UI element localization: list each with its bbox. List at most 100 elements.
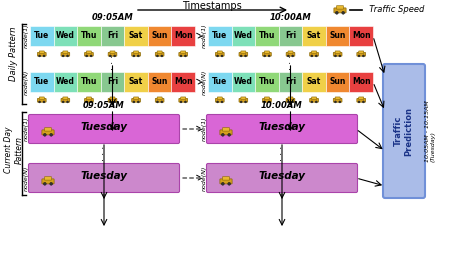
FancyBboxPatch shape bbox=[359, 51, 364, 54]
Circle shape bbox=[221, 101, 223, 103]
Text: Wed: Wed bbox=[56, 78, 75, 87]
Text: · · ·: · · · bbox=[99, 146, 109, 161]
Text: Mon: Mon bbox=[352, 78, 371, 87]
FancyBboxPatch shape bbox=[134, 97, 139, 100]
FancyBboxPatch shape bbox=[336, 6, 344, 9]
FancyBboxPatch shape bbox=[326, 26, 349, 46]
FancyBboxPatch shape bbox=[132, 52, 140, 56]
Circle shape bbox=[311, 55, 313, 57]
FancyBboxPatch shape bbox=[155, 98, 164, 102]
FancyBboxPatch shape bbox=[255, 72, 279, 92]
FancyBboxPatch shape bbox=[54, 72, 77, 92]
FancyBboxPatch shape bbox=[286, 52, 295, 56]
FancyBboxPatch shape bbox=[77, 72, 101, 92]
Text: 10:00AM: 10:00AM bbox=[261, 101, 303, 110]
Text: Thu: Thu bbox=[259, 31, 275, 40]
FancyBboxPatch shape bbox=[30, 26, 54, 46]
FancyBboxPatch shape bbox=[44, 128, 51, 131]
FancyBboxPatch shape bbox=[208, 72, 231, 92]
FancyBboxPatch shape bbox=[215, 98, 224, 102]
Circle shape bbox=[62, 101, 64, 103]
FancyBboxPatch shape bbox=[171, 26, 195, 46]
FancyBboxPatch shape bbox=[264, 51, 269, 54]
FancyBboxPatch shape bbox=[217, 51, 222, 54]
Circle shape bbox=[161, 101, 163, 103]
Circle shape bbox=[133, 55, 135, 57]
Text: Mon: Mon bbox=[352, 31, 371, 40]
Circle shape bbox=[287, 101, 289, 103]
Text: Tuesday: Tuesday bbox=[259, 171, 305, 181]
FancyBboxPatch shape bbox=[359, 97, 364, 100]
FancyBboxPatch shape bbox=[54, 26, 77, 46]
Circle shape bbox=[43, 101, 45, 103]
FancyBboxPatch shape bbox=[108, 98, 117, 102]
Circle shape bbox=[315, 101, 317, 103]
Circle shape bbox=[334, 101, 336, 103]
Circle shape bbox=[86, 55, 88, 57]
FancyBboxPatch shape bbox=[77, 26, 101, 46]
FancyBboxPatch shape bbox=[264, 97, 269, 100]
FancyBboxPatch shape bbox=[39, 97, 44, 100]
FancyBboxPatch shape bbox=[29, 115, 180, 144]
Text: Sun: Sun bbox=[329, 78, 346, 87]
Text: Timestamps: Timestamps bbox=[182, 1, 242, 11]
FancyBboxPatch shape bbox=[85, 98, 93, 102]
Circle shape bbox=[334, 55, 336, 57]
Text: Mon: Mon bbox=[174, 78, 193, 87]
FancyBboxPatch shape bbox=[207, 163, 358, 192]
Circle shape bbox=[292, 101, 294, 103]
Text: Fri: Fri bbox=[107, 31, 118, 40]
FancyBboxPatch shape bbox=[157, 97, 162, 100]
FancyBboxPatch shape bbox=[288, 51, 293, 54]
Text: · · ·: · · · bbox=[277, 146, 287, 161]
FancyBboxPatch shape bbox=[63, 51, 68, 54]
FancyBboxPatch shape bbox=[86, 51, 91, 54]
Circle shape bbox=[339, 101, 341, 103]
Circle shape bbox=[50, 133, 53, 136]
FancyBboxPatch shape bbox=[63, 97, 68, 100]
Circle shape bbox=[335, 11, 338, 14]
FancyBboxPatch shape bbox=[101, 72, 124, 92]
Circle shape bbox=[244, 55, 247, 57]
Circle shape bbox=[228, 182, 231, 185]
FancyBboxPatch shape bbox=[310, 52, 318, 56]
FancyBboxPatch shape bbox=[239, 98, 248, 102]
Circle shape bbox=[221, 182, 224, 185]
FancyBboxPatch shape bbox=[110, 51, 115, 54]
Text: 10:05AM - 10:15AM
(Tuesday): 10:05AM - 10:15AM (Tuesday) bbox=[425, 100, 436, 162]
FancyBboxPatch shape bbox=[241, 51, 246, 54]
Circle shape bbox=[358, 101, 360, 103]
Circle shape bbox=[292, 55, 294, 57]
Circle shape bbox=[109, 55, 111, 57]
FancyBboxPatch shape bbox=[37, 52, 46, 56]
FancyBboxPatch shape bbox=[207, 115, 358, 144]
Circle shape bbox=[240, 55, 242, 57]
FancyBboxPatch shape bbox=[39, 51, 44, 54]
Circle shape bbox=[180, 55, 182, 57]
Text: Traffic
Prediction: Traffic Prediction bbox=[394, 106, 413, 155]
FancyBboxPatch shape bbox=[241, 97, 246, 100]
Circle shape bbox=[39, 101, 41, 103]
Circle shape bbox=[362, 55, 365, 57]
Text: Sat: Sat bbox=[307, 78, 321, 87]
Circle shape bbox=[268, 101, 270, 103]
Text: Current Day
Pattern: Current Day Pattern bbox=[4, 126, 24, 173]
Circle shape bbox=[228, 133, 231, 136]
Text: Tuesday: Tuesday bbox=[259, 122, 305, 132]
Text: node(N): node(N) bbox=[202, 69, 207, 95]
FancyBboxPatch shape bbox=[239, 52, 248, 56]
FancyBboxPatch shape bbox=[61, 98, 70, 102]
Text: Tue: Tue bbox=[212, 78, 227, 87]
Circle shape bbox=[43, 133, 46, 136]
Text: Thu: Thu bbox=[259, 78, 275, 87]
FancyBboxPatch shape bbox=[215, 52, 224, 56]
FancyBboxPatch shape bbox=[108, 52, 117, 56]
FancyBboxPatch shape bbox=[101, 26, 124, 46]
Circle shape bbox=[362, 101, 365, 103]
Circle shape bbox=[137, 101, 139, 103]
Circle shape bbox=[90, 55, 92, 57]
Circle shape bbox=[43, 182, 46, 185]
FancyBboxPatch shape bbox=[148, 72, 171, 92]
Text: Thu: Thu bbox=[81, 31, 97, 40]
Circle shape bbox=[114, 55, 116, 57]
